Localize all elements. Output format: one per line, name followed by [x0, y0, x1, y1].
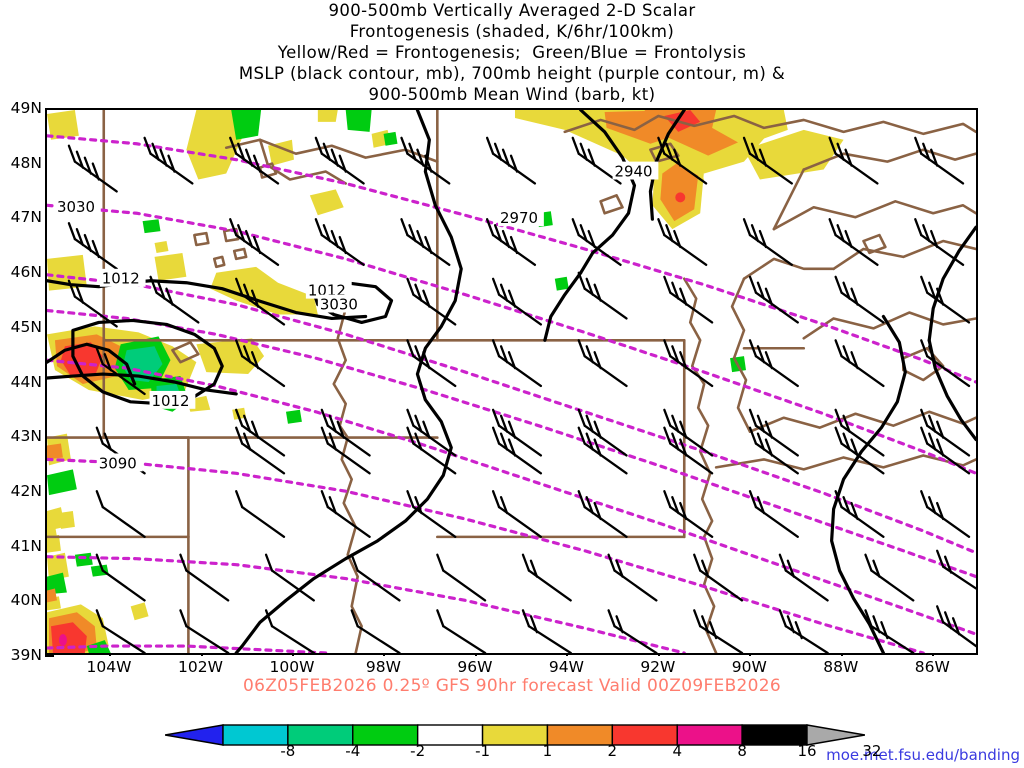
x-tick-96W: 96W — [457, 658, 493, 676]
label-1012-a: 1012 — [99, 268, 146, 288]
title-line-4: MSLP (black contour, mb), 700mb height (… — [238, 64, 786, 83]
label-1012-c: 1012 — [149, 390, 196, 410]
title-line-2: Frontogenesis (shaded, K/6hr/100km) — [349, 22, 675, 41]
y-tick-45N: 45N — [10, 317, 42, 336]
y-tick-41N: 41N — [10, 536, 42, 555]
colorbar-arrow-left — [165, 724, 224, 746]
wind-barbs — [67, 136, 976, 653]
frontogenesis-shading — [47, 110, 844, 653]
colorbar-arrow-right — [806, 724, 865, 746]
colorbar-tick--4: -4 — [345, 742, 361, 760]
svg-text:2970: 2970 — [500, 209, 538, 227]
x-tick-88W: 88W — [823, 658, 859, 676]
colorbar-tick-2: 2 — [607, 742, 618, 760]
colorbar-swatches — [165, 724, 865, 746]
colorbar-tick-32: 32 — [862, 742, 882, 760]
title-line-3: Yellow/Red = Frontogenesis; Green/Blue =… — [277, 43, 747, 62]
svg-text:3030: 3030 — [320, 296, 358, 314]
label-3030-a: 3030 — [54, 197, 101, 216]
x-tick-90W: 90W — [731, 658, 767, 676]
svg-text:3090: 3090 — [99, 454, 137, 472]
colorbar-tick--2: -2 — [410, 742, 426, 760]
model-run-footer: 06Z05FEB2026 0.25º GFS 90hr forecast Val… — [242, 676, 782, 696]
x-tick-104W: 104W — [86, 658, 132, 676]
x-tick-100W: 100W — [269, 658, 315, 676]
x-tick-94W: 94W — [548, 658, 584, 676]
site-watermark: moe.met.fsu.edu/banding — [826, 746, 1020, 764]
mslp-contours — [47, 110, 976, 653]
y-tick-47N: 47N — [10, 208, 42, 227]
label-3030-b: 3030 — [317, 294, 364, 314]
colorbar[interactable]: -8 -4 -2 -1 1 2 4 8 16 32 — [165, 724, 881, 768]
x-tick-102W: 102W — [178, 658, 223, 676]
y-tick-43N: 43N — [10, 427, 42, 446]
frontogenesis-map: 3030 1012 1012 3030 1012 — [47, 110, 976, 653]
x-tick-92W: 92W — [640, 658, 676, 676]
x-tick-86W: 86W — [914, 658, 950, 676]
colorbar-tick-4: 4 — [672, 742, 682, 760]
title-line-5: 900-500mb Mean Wind (barb, kt) — [368, 85, 656, 104]
label-3090: 3090 — [96, 453, 143, 472]
colorbar-tick--1: -1 — [475, 742, 491, 760]
svg-text:1012: 1012 — [102, 270, 140, 288]
colorbar-tick-8: 8 — [737, 742, 747, 760]
y-tick-42N: 42N — [10, 481, 42, 500]
y-tick-39N: 39N — [10, 646, 42, 664]
svg-text:3030: 3030 — [57, 198, 95, 216]
title-line-1: 900-500mb Vertically Averaged 2-D Scalar — [328, 1, 696, 20]
y-tick-46N: 46N — [10, 263, 42, 282]
colorbar-tick-1: 1 — [542, 742, 553, 760]
colorbar-tick-16: 16 — [797, 742, 817, 760]
contour-labels: 3030 1012 1012 3030 1012 — [54, 161, 659, 472]
y-tick-48N: 48N — [10, 153, 42, 172]
svg-text:1012: 1012 — [152, 392, 190, 410]
x-tick-98W: 98W — [365, 658, 401, 676]
label-2940: 2940 — [612, 161, 659, 181]
y-tick-40N: 40N — [10, 591, 42, 610]
colorbar-tick--8: -8 — [280, 742, 296, 760]
chart-title-block: 900-500mb Vertically Averaged 2-D Scalar… — [0, 0, 1024, 105]
map-plot-area[interactable]: 3030 1012 1012 3030 1012 — [45, 108, 978, 655]
svg-text:2940: 2940 — [615, 163, 653, 181]
label-2970: 2970 — [498, 208, 544, 227]
y-tick-mark — [45, 655, 54, 657]
y-tick-44N: 44N — [10, 372, 42, 391]
y-tick-49N: 49N — [10, 99, 42, 117]
